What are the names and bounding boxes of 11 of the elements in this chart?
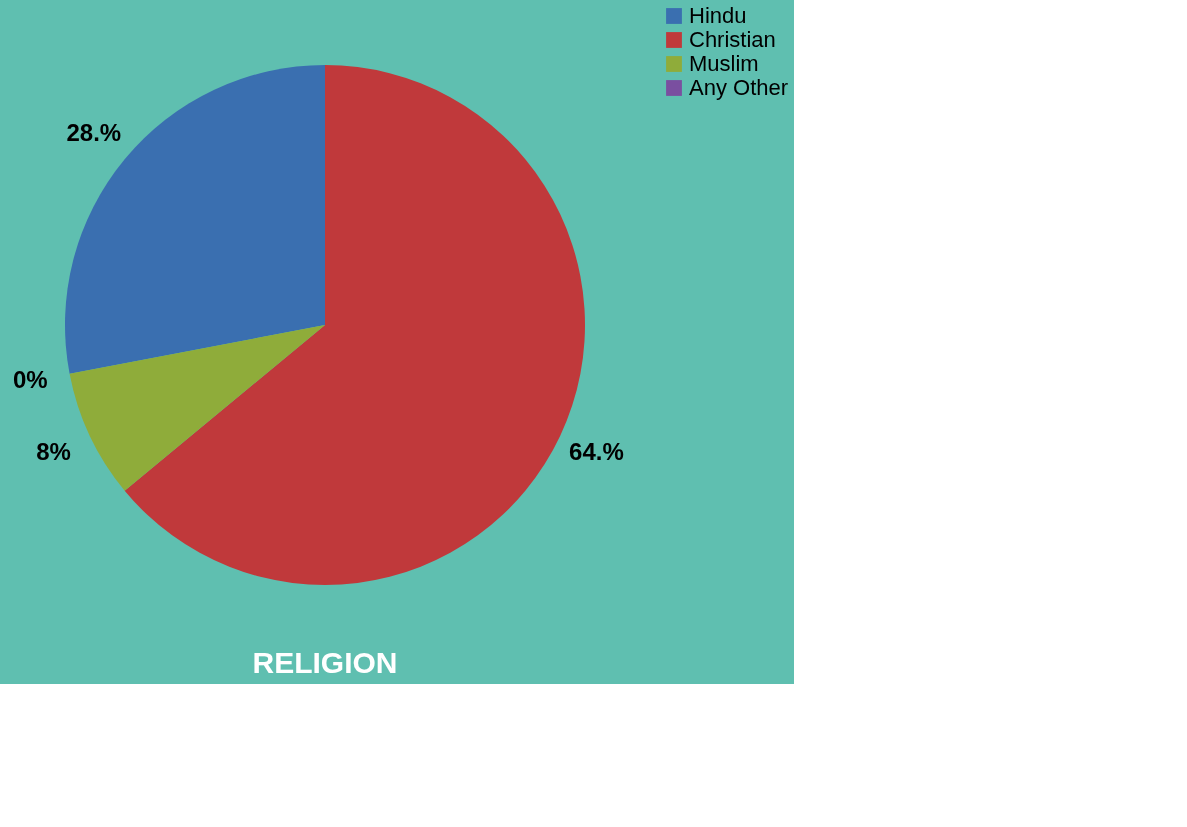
- data-label: 28.%: [66, 118, 122, 146]
- data-label: 64.%: [569, 437, 624, 465]
- legend-label: Muslim: [689, 51, 759, 76]
- data-label: 8%: [36, 437, 71, 465]
- legend-label: Hindu: [689, 3, 747, 28]
- legend-label: Christian: [689, 27, 776, 52]
- legend-label: Any Other: [689, 75, 789, 100]
- text: RELIGION: [252, 646, 398, 679]
- text: 0%: [12, 366, 48, 394]
- pie-slice: [69, 325, 325, 491]
- pie-slice: [65, 65, 325, 374]
